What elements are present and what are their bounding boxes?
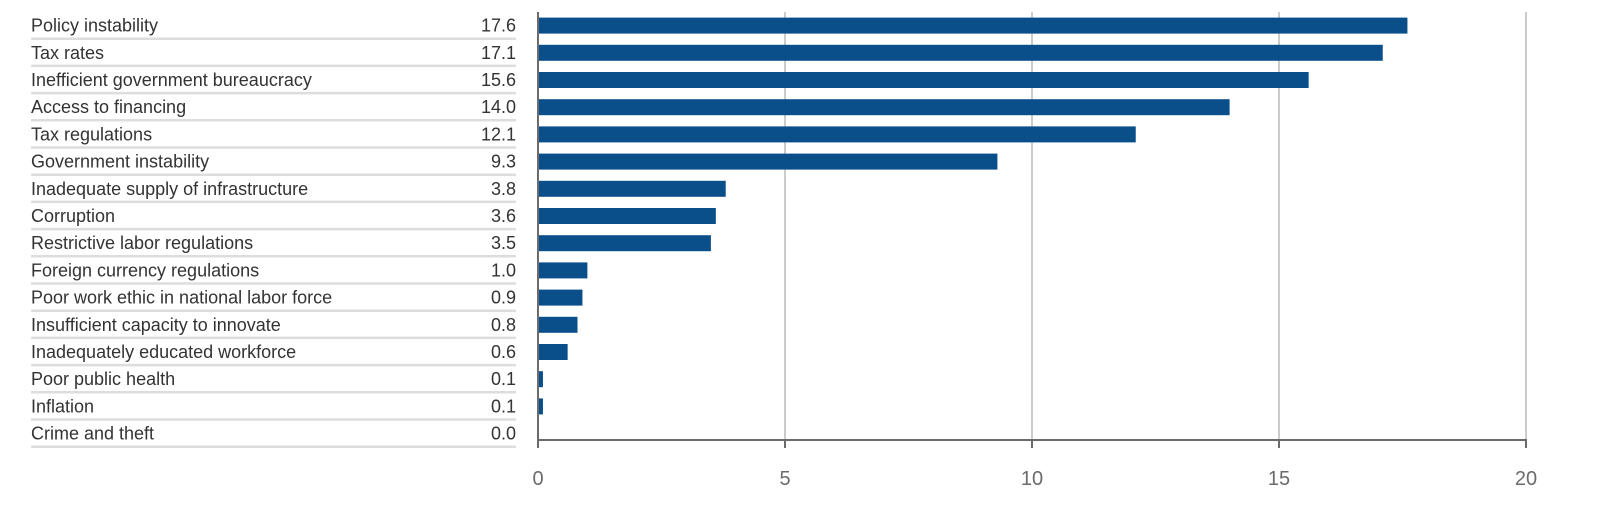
bar	[538, 316, 578, 333]
category-label: Restrictive labor regulations	[31, 233, 253, 253]
x-tick-label: 15	[1268, 468, 1290, 490]
x-tick-label: 5	[779, 468, 790, 490]
bar	[538, 235, 711, 252]
bar	[538, 262, 588, 279]
x-tick-label: 20	[1515, 468, 1537, 490]
bar	[538, 153, 998, 170]
bar	[538, 72, 1309, 88]
category-rows: Policy instability 17.6 Tax rates 17.1 Ineff…	[31, 16, 516, 448]
value-label: 17.1	[481, 43, 516, 63]
category-label: Access to financing	[31, 97, 186, 117]
category-label: Inefficient government bureaucracy	[31, 70, 312, 90]
value-label: 3.8	[491, 179, 516, 199]
value-label: 1.0	[491, 260, 516, 280]
category-label: Insufficient capacity to innovate	[31, 315, 281, 335]
bar	[538, 371, 543, 388]
value-label: 0.1	[491, 396, 516, 416]
value-label: 17.6	[481, 16, 516, 36]
category-label: Tax rates	[31, 43, 104, 63]
value-label: 0.6	[491, 342, 516, 362]
category-label: Crime and theft	[31, 424, 154, 444]
bar	[538, 289, 583, 306]
value-label: 3.6	[491, 206, 516, 226]
category-label: Inflation	[31, 396, 94, 416]
bar	[538, 180, 726, 197]
bar	[538, 208, 716, 224]
bar	[538, 44, 1383, 61]
category-label: Tax regulations	[31, 124, 152, 144]
category-label: Government instability	[31, 152, 209, 172]
category-label: Policy instability	[31, 16, 158, 36]
bar	[538, 398, 543, 415]
category-label: Poor work ethic in national labor force	[31, 288, 332, 308]
x-axis: 0 5 10 15 20	[532, 12, 1537, 490]
value-label: 9.3	[491, 152, 516, 172]
x-tick-label: 10	[1021, 468, 1043, 490]
category-label: Inadequately educated workforce	[31, 342, 296, 362]
x-tick-label: 0	[532, 468, 543, 490]
value-label: 0.9	[491, 288, 516, 308]
category-label: Inadequate supply of infrastructure	[31, 179, 308, 199]
value-label: 0.1	[491, 369, 516, 389]
bar	[538, 17, 1408, 34]
value-label: 3.5	[491, 233, 516, 253]
value-label: 14.0	[481, 97, 516, 117]
value-label: 15.6	[481, 70, 516, 90]
category-label: Poor public health	[31, 369, 175, 389]
category-label: Corruption	[31, 206, 115, 226]
value-label: 0.0	[491, 424, 516, 444]
value-label: 0.8	[491, 315, 516, 335]
category-label: Foreign currency regulations	[31, 260, 259, 280]
bar	[538, 126, 1136, 143]
value-label: 12.1	[481, 124, 516, 144]
bar	[538, 344, 568, 360]
bar	[538, 99, 1230, 116]
bars	[538, 17, 1408, 415]
